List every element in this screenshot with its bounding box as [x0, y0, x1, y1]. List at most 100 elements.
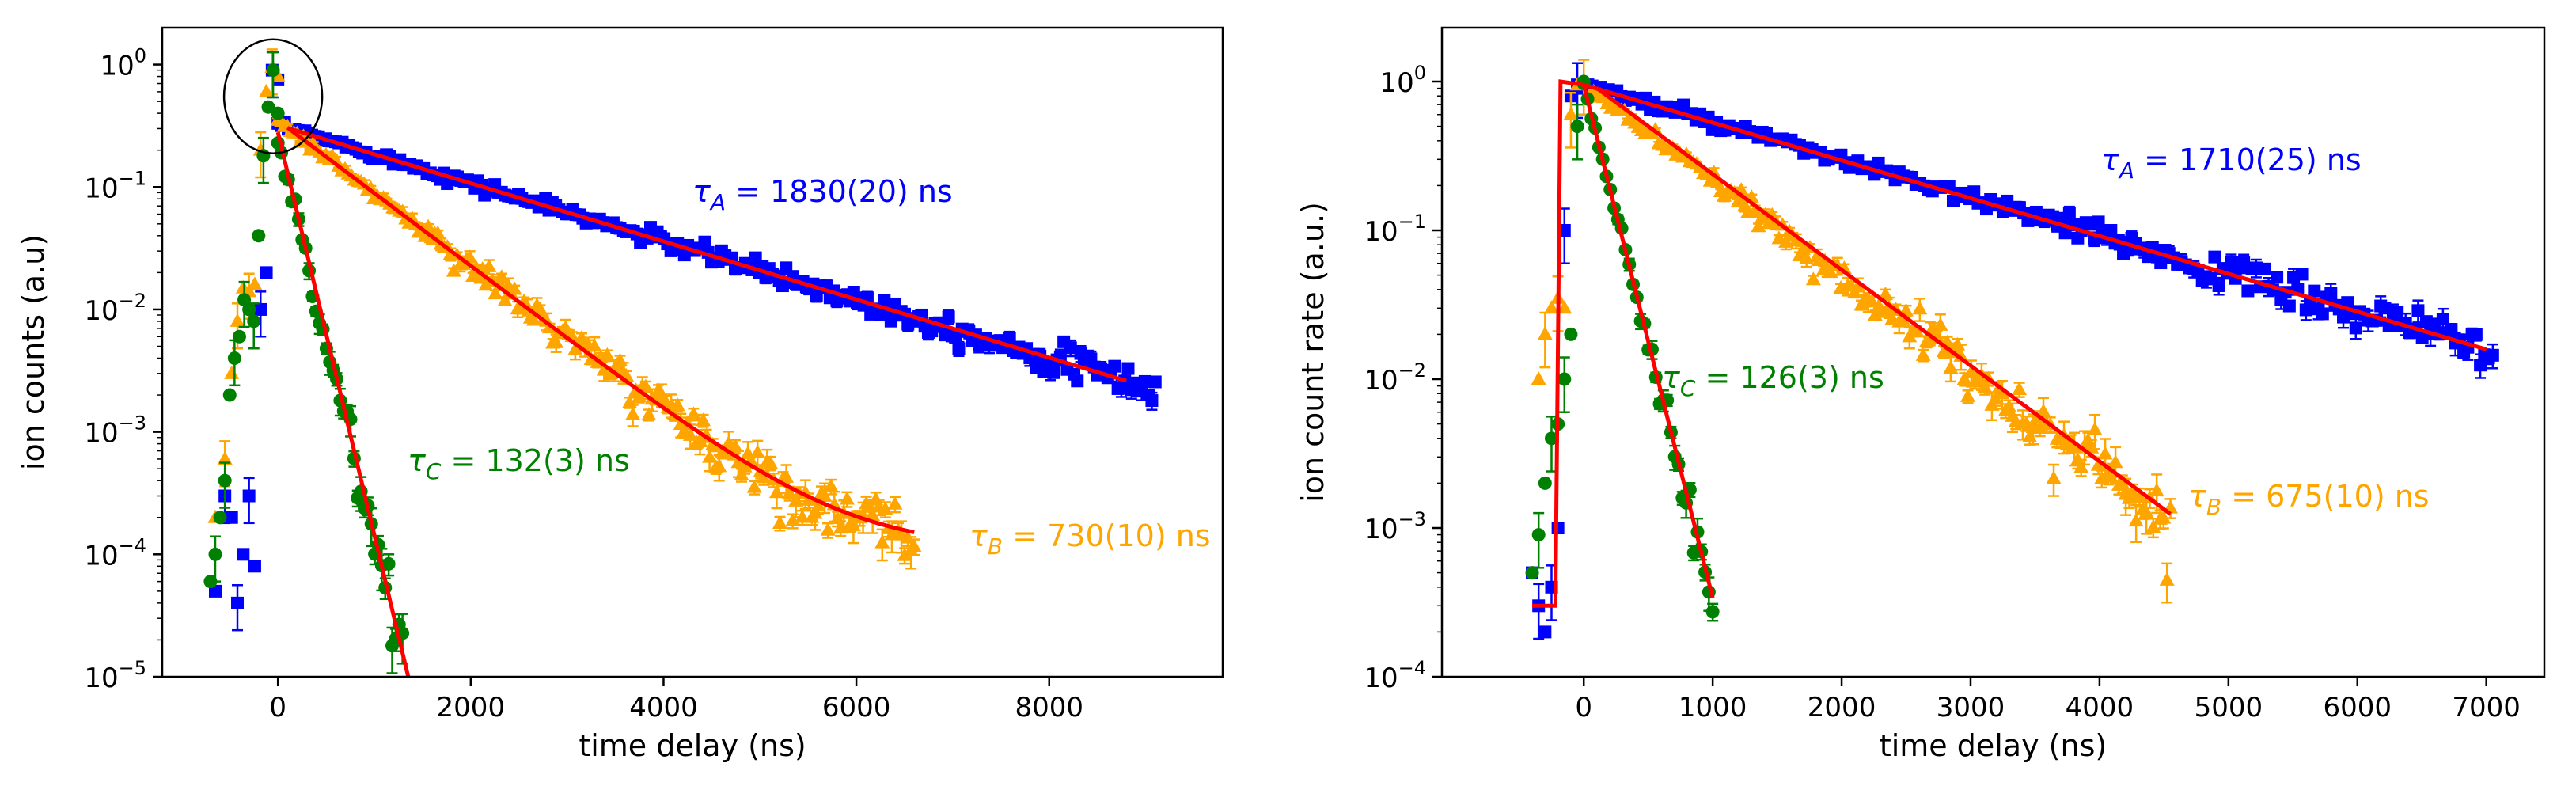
- x-tick-label: 6000: [822, 692, 891, 723]
- data-point-b: [2035, 403, 2051, 417]
- y-tick-exponent: −1: [1398, 211, 1426, 233]
- tau-annotation-b: τB = 675(10) ns: [2188, 479, 2430, 520]
- data-point-a: [2469, 328, 2483, 341]
- data-point-a: [1138, 374, 1151, 388]
- data-point-a: [242, 489, 256, 503]
- highlight-ellipse: [222, 38, 324, 154]
- data-point-b: [1557, 300, 1573, 314]
- y-tick-exponent: −3: [1398, 508, 1426, 530]
- data-point-c: [1570, 120, 1584, 134]
- data-point-b: [2128, 513, 2144, 527]
- data-point-a: [2486, 348, 2499, 362]
- x-tick-label: 7000: [2452, 692, 2521, 723]
- data-point-b: [1912, 301, 1928, 315]
- data-point-c: [252, 229, 266, 243]
- y-tick-base: 10: [1364, 216, 1398, 248]
- data-point-b: [845, 518, 861, 532]
- y-tick-base: 10: [84, 173, 118, 204]
- y-tick-base: 10: [1364, 365, 1398, 397]
- data-point-a: [1148, 375, 1162, 389]
- data-point-b: [506, 281, 522, 295]
- data-point-a: [2349, 321, 2362, 335]
- data-point-b: [762, 455, 778, 469]
- data-point-c: [208, 547, 222, 561]
- data-point-a: [698, 235, 711, 249]
- data-point-c: [213, 511, 227, 525]
- x-tick-label: 2000: [437, 692, 506, 723]
- data-point-a: [254, 302, 267, 316]
- data-point-c: [218, 473, 232, 488]
- data-point-a: [1557, 224, 1571, 237]
- y-tick-label: 100: [100, 45, 146, 82]
- y-axis-label: ion counts (a.u): [16, 234, 51, 470]
- tau-value: = 132(3) ns: [441, 443, 629, 478]
- axes-frame: [161, 26, 1224, 678]
- data-point-a: [2208, 250, 2221, 264]
- data-point-a: [237, 548, 250, 561]
- data-point-b: [641, 407, 657, 421]
- data-point-a: [209, 584, 222, 598]
- data-point-b: [1543, 300, 1559, 314]
- data-point-b: [807, 505, 823, 519]
- data-point-b: [586, 338, 602, 352]
- tau-annotation-a: τA = 1830(20) ns: [692, 174, 953, 215]
- x-tick-label: 1000: [1679, 692, 1747, 723]
- x-tick-label: 2000: [1808, 692, 1876, 723]
- data-point-b: [696, 412, 711, 427]
- data-point-b: [1850, 279, 1866, 293]
- data-point-a: [1064, 341, 1077, 355]
- data-point-b: [1960, 388, 1976, 402]
- data-point-b: [1531, 371, 1546, 385]
- tau-symbol: τ: [2101, 142, 2120, 177]
- data-point-a: [1108, 359, 1121, 373]
- tau-value: = 1830(20) ns: [726, 174, 953, 209]
- y-tick-base: 10: [100, 51, 134, 82]
- data-point-b: [1874, 303, 1890, 317]
- data-point-b: [1537, 326, 1553, 340]
- data-point-a: [2104, 224, 2118, 237]
- data-point-b: [878, 501, 893, 515]
- y-tick-label: 10−1: [1364, 211, 1426, 248]
- y-tick-base: 10: [84, 418, 118, 450]
- data-point-a: [1967, 185, 1981, 199]
- data-point-c: [222, 388, 237, 402]
- data-point-b: [462, 249, 478, 264]
- data-point-b: [1563, 106, 1579, 120]
- data-point-b: [2090, 457, 2106, 471]
- data-point-b: [1943, 360, 1959, 374]
- data-point-b: [1706, 164, 1722, 178]
- y-tick-label: 100: [1379, 62, 1426, 99]
- data-point-b: [625, 406, 641, 420]
- data-point-a: [2258, 262, 2271, 275]
- data-point-b: [2107, 454, 2123, 469]
- data-point-a: [2062, 206, 2076, 219]
- data-point-c: [381, 556, 396, 571]
- data-point-b: [817, 488, 833, 502]
- fit-line-c: [1532, 79, 1715, 608]
- data-point-b: [2066, 439, 2082, 453]
- x-tick-label: 6000: [2323, 692, 2392, 723]
- data-point-b: [772, 515, 787, 530]
- tau-subscript: A: [709, 189, 726, 215]
- y-axis-label: ion count rate (a.u.): [1296, 202, 1330, 503]
- y-tick-exponent: −1: [119, 167, 146, 189]
- data-point-b: [906, 538, 922, 552]
- data-point-b: [874, 534, 890, 549]
- data-point-b: [795, 509, 810, 523]
- tau-symbol: τ: [2188, 479, 2207, 514]
- data-point-c: [232, 329, 246, 344]
- data-point-b: [839, 491, 855, 505]
- data-point-c: [247, 314, 261, 328]
- data-point-b: [532, 301, 548, 315]
- y-tick-exponent: −5: [119, 657, 146, 679]
- y-tick-exponent: −4: [119, 534, 146, 556]
- data-point-b: [362, 180, 378, 194]
- data-point-b: [782, 485, 798, 499]
- data-point-b: [2138, 504, 2154, 518]
- data-point-a: [2282, 299, 2296, 313]
- data-point-a: [1003, 332, 1016, 345]
- data-point-c: [227, 351, 241, 365]
- data-point-a: [2241, 284, 2255, 298]
- data-point-a: [1538, 625, 1552, 639]
- y-tick-label: 10−5: [84, 657, 146, 694]
